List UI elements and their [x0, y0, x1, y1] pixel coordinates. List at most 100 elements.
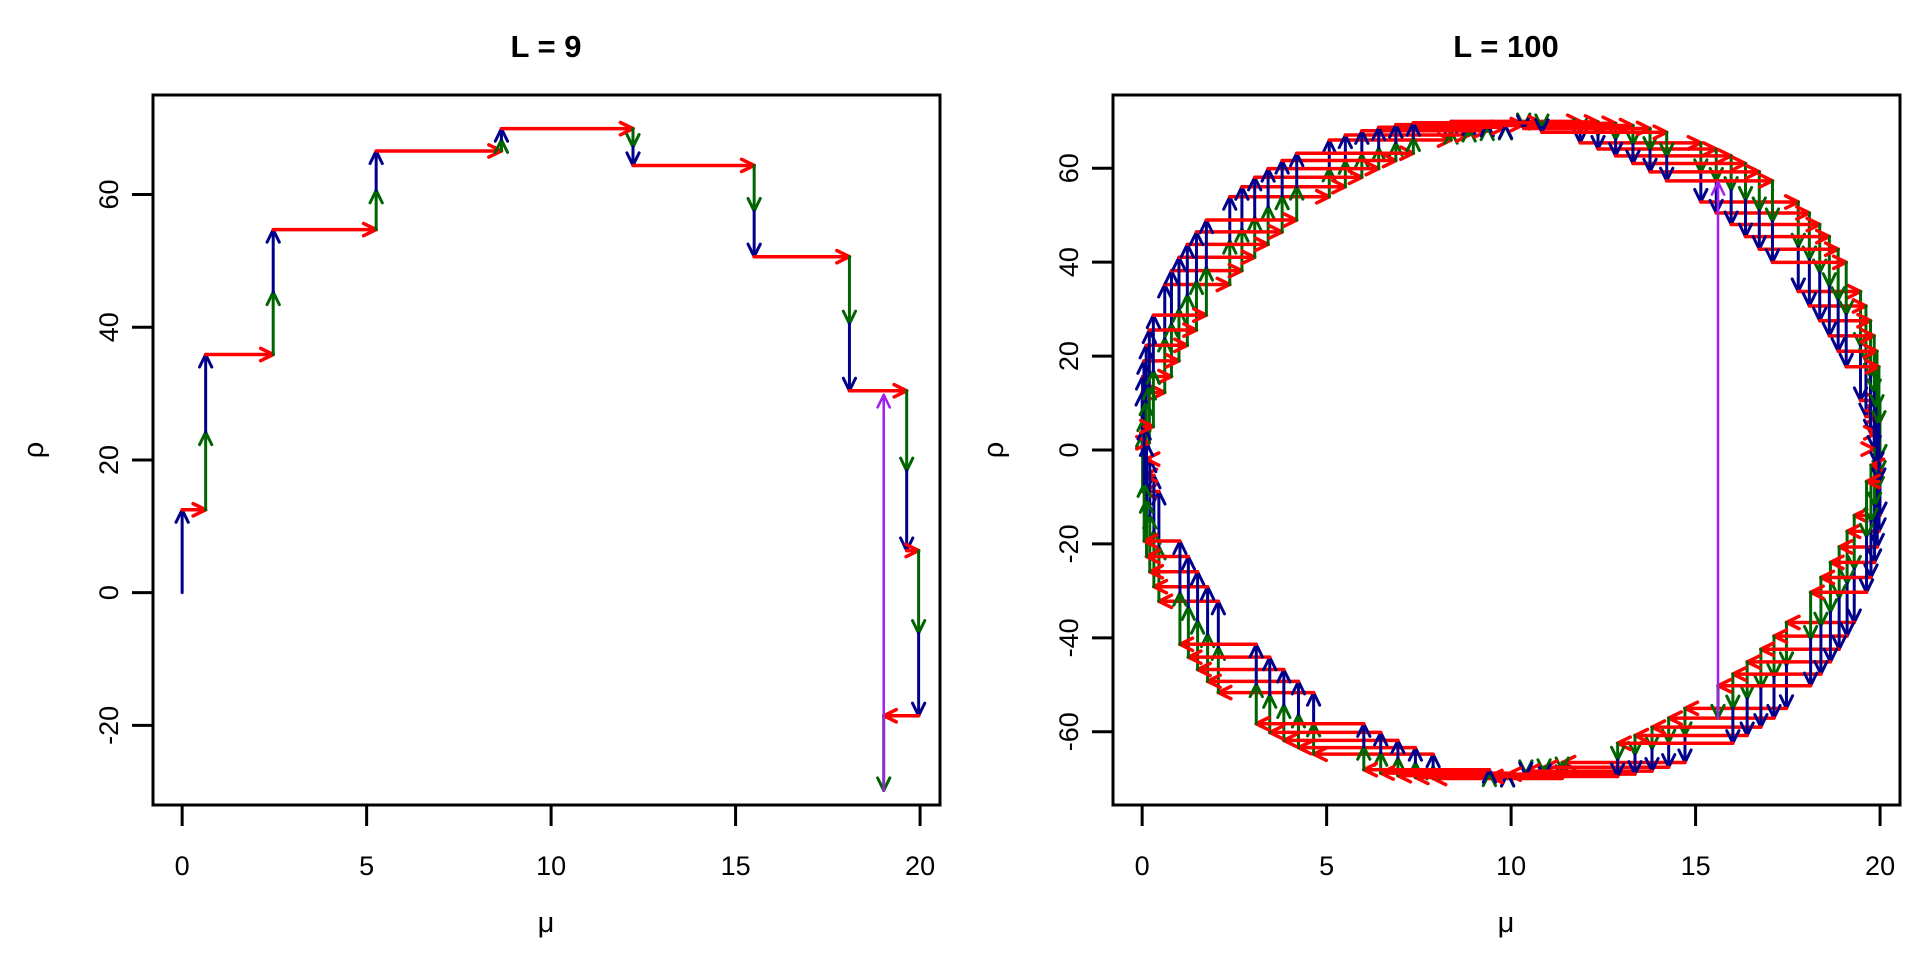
momentum-half-step-1-arrow: [1356, 722, 1372, 749]
momentum-half-step-1-arrow-head: [1778, 694, 1788, 710]
momentum-half-step-2-arrow-head: [917, 619, 927, 635]
x-tick-label: 5: [1319, 851, 1334, 881]
momentum-half-step-1-arrow-head: [1830, 337, 1840, 353]
x-tick-label: 15: [1681, 851, 1711, 881]
momentum-half-step-1-arrow-head: [493, 127, 503, 143]
momentum-half-step-2-arrow: [1262, 693, 1278, 734]
momentum-half-step-1-arrow-head: [1708, 198, 1718, 215]
momentum-half-step-1-arrow-head: [1858, 402, 1868, 419]
momentum-half-step-1-arrow-head: [1171, 255, 1181, 272]
momentum-half-step-1-arrow-head: [1839, 622, 1849, 638]
momentum-half-step-1-arrow: [1247, 175, 1263, 219]
momentum-half-step-1-arrow: [1405, 121, 1421, 140]
momentum-half-step-1-arrow-head: [841, 376, 851, 393]
momentum-half-step-1-arrow-head: [1796, 277, 1806, 294]
momentum-half-step-1-arrow-head: [1743, 222, 1754, 239]
momentum-half-step-2-arrow-head: [198, 430, 208, 447]
momentum-half-step-1-arrow-head: [1772, 703, 1782, 720]
momentum-half-step-1-arrow-head: [1648, 157, 1658, 174]
drift-arrow-head: [1716, 148, 1733, 158]
drift-arrow-head: [1182, 322, 1199, 332]
drift-arrow-head: [487, 143, 504, 153]
momentum-half-step-1-arrow-head: [1661, 753, 1671, 769]
momentum-half-step-1-arrow-head: [1280, 159, 1290, 175]
momentum-half-step-1-arrow-head: [1305, 691, 1316, 707]
drift-arrow-head: [1152, 584, 1169, 595]
momentum-half-step-1-arrow: [1390, 738, 1406, 760]
drift-arrow-head: [1172, 343, 1190, 354]
momentum-half-step-1-arrow-head: [1667, 753, 1677, 769]
momentum-half-step-1-arrow: [1831, 596, 1847, 651]
momentum-half-step-1-arrow-head: [1753, 713, 1763, 729]
momentum-half-step-1-arrow-head: [1813, 660, 1823, 676]
drift-arrow: [1362, 761, 1492, 778]
drift-arrow-head: [1254, 722, 1271, 732]
momentum-half-step-2-arrow-head: [265, 290, 275, 307]
momentum-half-step-1-arrow: [1607, 138, 1624, 158]
momentum-half-step-1-arrow: [198, 352, 214, 434]
drift-arrow-head: [1783, 200, 1801, 210]
momentum-half-step-2-arrow-head: [1282, 703, 1292, 720]
momentum-half-step-1-arrow: [1764, 220, 1781, 264]
momentum-half-step-2-arrow-head: [1844, 300, 1854, 317]
drift-arrow-head: [1381, 152, 1398, 163]
drift-arrow-head: [1144, 554, 1161, 565]
momentum-half-step-2-arrow-head: [1141, 384, 1151, 401]
momentum-half-step-1-arrow-head: [1178, 539, 1188, 556]
y-tick-label: 0: [1054, 442, 1084, 457]
momentum-half-step-1-arrow-head: [1276, 668, 1286, 684]
drift-arrow-head: [1505, 766, 1522, 776]
drift-arrow-head: [1808, 590, 1825, 601]
y-tick-label: -40: [1054, 618, 1084, 657]
momentum-half-step-2-arrow-head: [905, 456, 915, 473]
momentum-half-step-1-arrow: [899, 469, 915, 553]
drift-arrow-head: [1869, 463, 1886, 474]
momentum-half-step-2-arrow-head: [1289, 185, 1299, 201]
drift-arrow-head: [1195, 661, 1212, 672]
drift-arrow: [271, 221, 378, 238]
momentum-half-step-2-arrow-head: [1827, 272, 1837, 288]
momentum-half-step-1-arrow: [1766, 675, 1782, 720]
drift-arrow: [1139, 418, 1156, 435]
momentum-half-step-1-arrow-head: [1807, 291, 1817, 308]
drift-arrow: [1864, 473, 1881, 490]
momentum-half-step-1-arrow-head: [1373, 730, 1383, 747]
drift-arrow-head: [1178, 636, 1195, 647]
drift-arrow-head: [1178, 642, 1195, 653]
drift-arrow-head: [1731, 672, 1748, 682]
momentum-half-step-1-arrow-head: [746, 242, 756, 259]
momentum-half-step-1-arrow: [1388, 123, 1404, 145]
momentum-half-step-1-arrow-head: [1844, 352, 1854, 369]
momentum-half-step-1-arrow-head: [1145, 313, 1155, 330]
momentum-half-step-1-arrow-head: [1222, 195, 1232, 211]
momentum-half-step-2-arrow-head: [1725, 694, 1735, 711]
momentum-half-step-1-arrow-head: [1487, 768, 1498, 784]
drift-arrow-head: [1583, 114, 1600, 124]
drift-arrow-head: [1216, 684, 1233, 695]
momentum-half-step-1-arrow-head: [1312, 691, 1322, 707]
drift-arrow: [1151, 307, 1209, 323]
momentum-half-step-2-arrow-head: [1189, 619, 1200, 635]
momentum-half-step-2-arrow-head: [493, 138, 503, 154]
drift-arrow-head: [881, 713, 899, 724]
momentum-half-step-1-arrow-head: [1878, 501, 1888, 518]
drift-arrow-head: [1215, 282, 1232, 293]
momentum-half-step-2-arrow-head: [1180, 605, 1190, 621]
drift-arrow-head: [1413, 775, 1430, 786]
momentum-half-step-2-arrow-head: [1665, 142, 1675, 159]
momentum-half-step-1-arrow: [1199, 585, 1216, 636]
drift-arrow-head: [1164, 352, 1181, 363]
momentum-flip-arrow-head: [1716, 180, 1726, 196]
momentum-half-step-1-arrow: [1642, 148, 1658, 174]
drift-arrow-head: [258, 346, 275, 357]
momentum-half-step-1-arrow-head: [1858, 578, 1869, 594]
drift-arrow-head: [361, 221, 378, 232]
momentum-flip-arrow: [876, 393, 892, 792]
momentum-half-step-1-arrow-head: [1177, 255, 1187, 272]
momentum-half-step-1-arrow-head: [1189, 570, 1200, 586]
right-x-axis-label: μ: [1498, 907, 1515, 939]
drift-arrow-head: [1666, 716, 1684, 726]
drift-arrow-head: [1716, 154, 1733, 164]
momentum-half-step-1-arrow-head: [1199, 585, 1210, 601]
drift-arrow-head: [1282, 738, 1299, 749]
